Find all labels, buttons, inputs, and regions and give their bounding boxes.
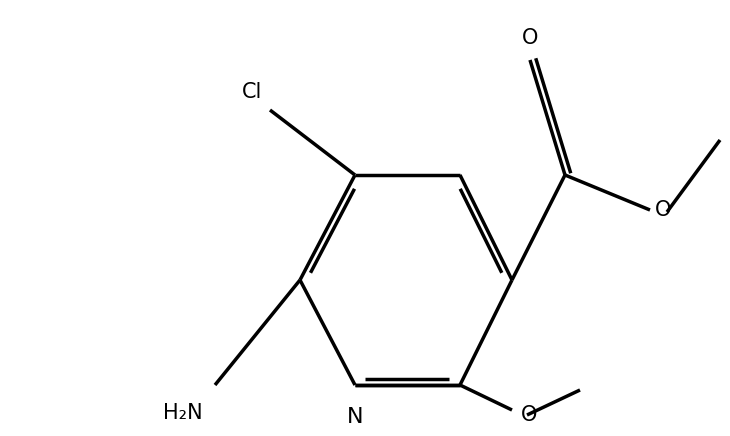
Text: Cl: Cl (242, 82, 262, 102)
Text: H₂N: H₂N (164, 403, 203, 423)
Text: O: O (655, 200, 672, 220)
Text: O: O (522, 28, 538, 48)
Text: O: O (521, 405, 537, 425)
Text: N: N (347, 407, 364, 427)
